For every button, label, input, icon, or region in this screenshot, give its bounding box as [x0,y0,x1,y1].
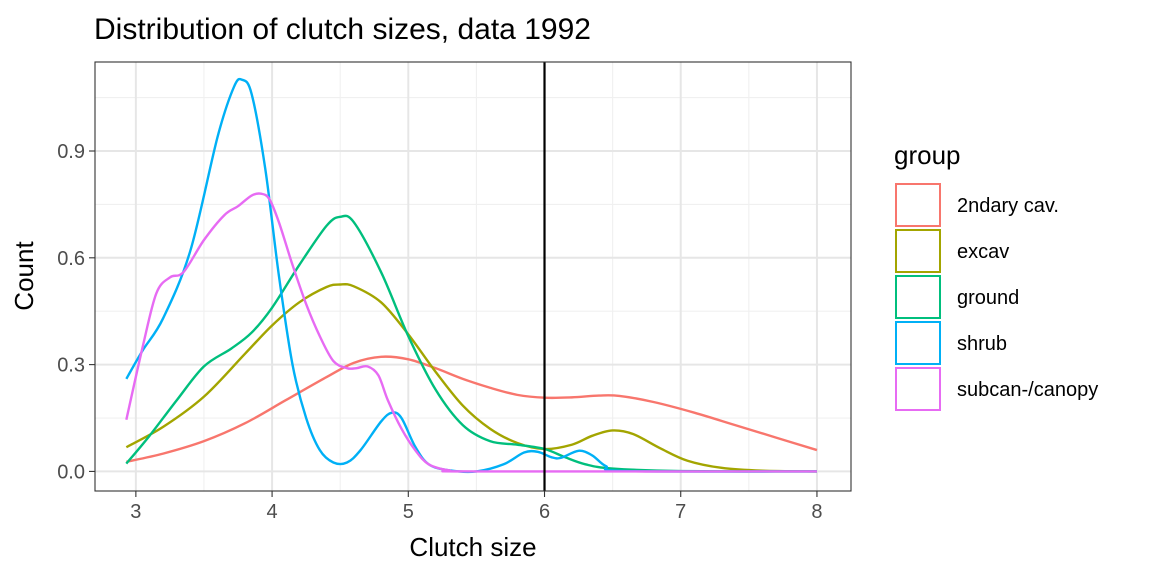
legend-key-excav [895,229,941,273]
x-tick-label: 7 [675,501,686,523]
plot-panel [94,61,852,492]
panel-background [95,62,851,491]
y-tick-label: 0.9 [57,141,85,163]
x-tick-label: 4 [267,501,278,523]
series-line-excav [125,283,817,473]
y-tick-label: 0.0 [57,461,85,483]
series-lines [125,77,818,474]
y-tick-label: 0.6 [57,248,85,270]
legend-items: 2ndary cav. excav ground shrub subcan-/canop… [895,183,1098,411]
x-tick-label: 3 [130,501,141,523]
y-axis-title: Count [9,241,39,311]
y-tick-label: 0.3 [57,355,85,377]
grid-minor [95,62,851,491]
legend-key-subcan-canopy [895,367,941,411]
series-line-shrub [125,77,817,474]
x-axis: 3 4 5 6 7 8 [130,491,823,523]
legend: group 2ndary cav. excav ground shrub subcan-… [894,140,1098,411]
grid-major [95,62,851,491]
x-tick-label: 6 [539,501,550,523]
legend-label-ground: ground [957,287,1019,309]
x-tick-label: 5 [403,501,414,523]
panel-border [94,61,852,492]
legend-key-ground [895,275,941,319]
series-line-2ndary-cav [126,355,818,463]
legend-label-shrub: shrub [957,333,1007,355]
legend-label-subcan-canopy: subcan-/canopy [957,379,1098,401]
chart-title: Distribution of clutch sizes, data 1992 [94,13,591,46]
legend-key-2ndary-cav [895,183,941,227]
legend-title: group [894,140,961,170]
legend-label-excav: excav [957,241,1009,263]
legend-key-shrub [895,321,941,365]
series-line-ground [125,214,817,473]
x-tick-label: 8 [811,501,822,523]
x-axis-title: Clutch size [409,532,536,562]
legend-label-2ndary-cav: 2ndary cav. [957,195,1059,217]
series-line-subcan-canopy [125,192,817,473]
y-axis: 0.0 0.3 0.6 0.9 [57,141,95,483]
